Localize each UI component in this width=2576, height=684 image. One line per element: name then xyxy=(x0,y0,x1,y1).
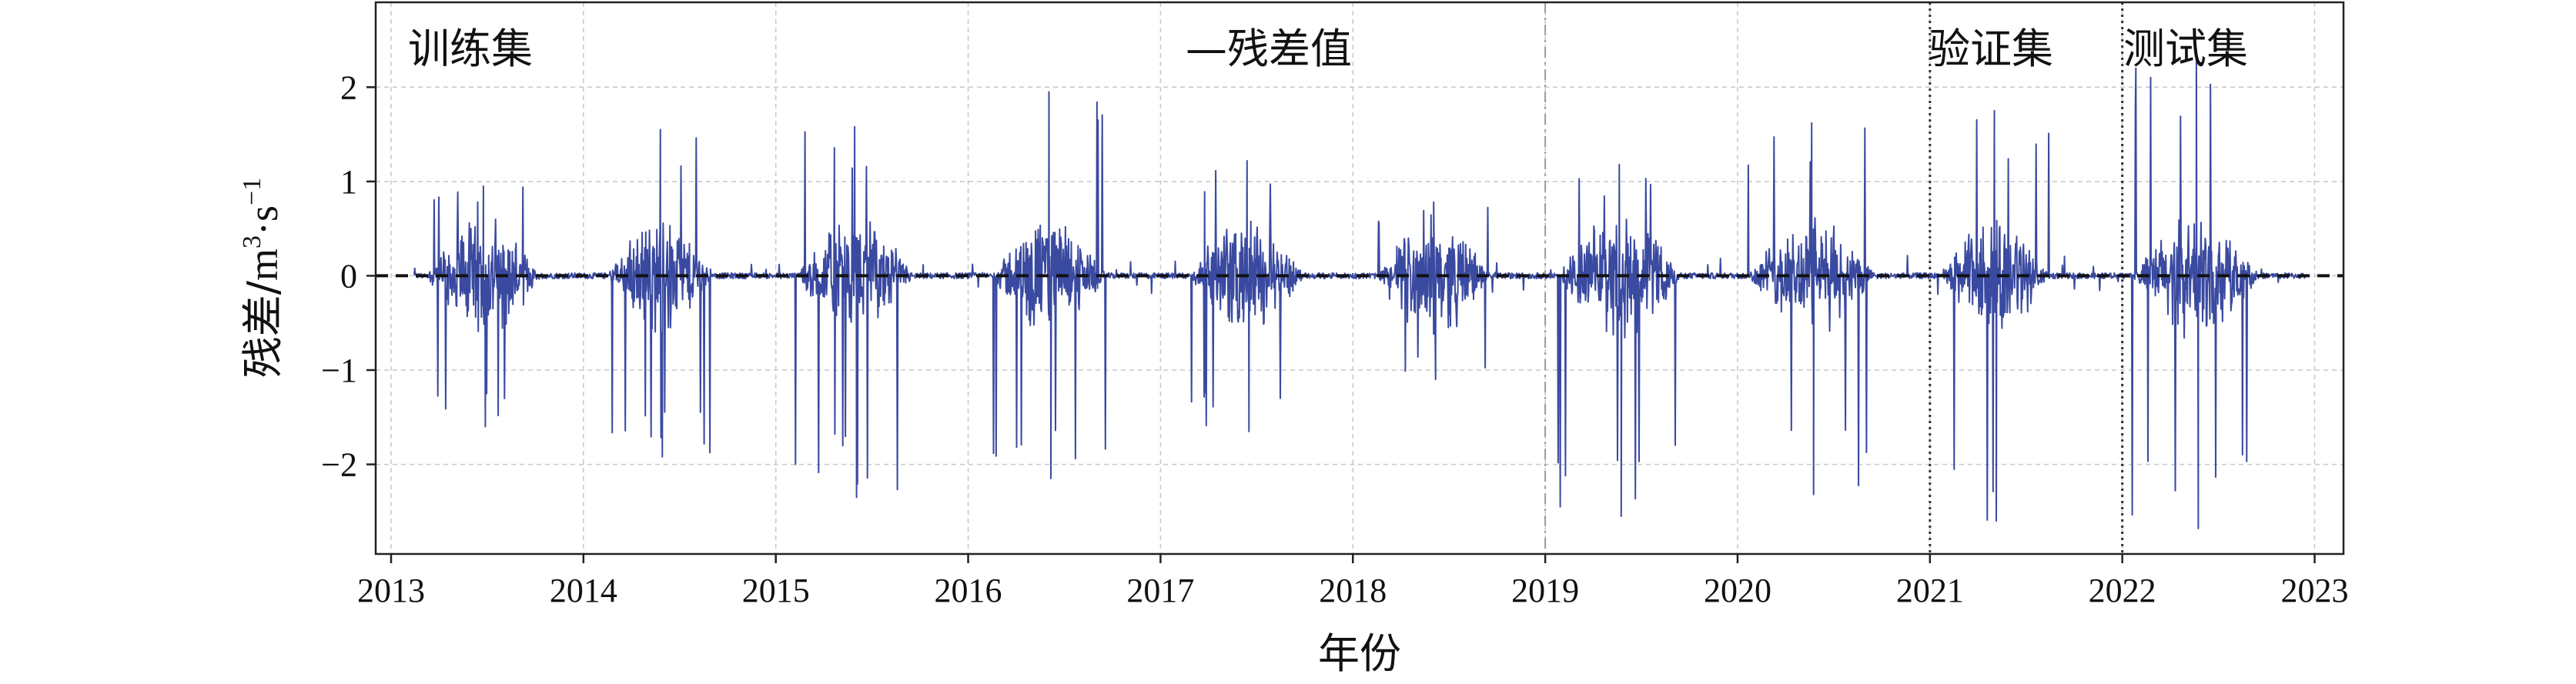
x-tick-label: 2017 xyxy=(1126,572,1194,609)
x-tick-label: 2020 xyxy=(1704,572,1771,609)
x-tick-label: 2022 xyxy=(2089,572,2156,609)
x-tick-label: 2021 xyxy=(1896,572,1964,609)
y-tick-label: −1 xyxy=(321,352,357,389)
x-tick-label: 2018 xyxy=(1319,572,1387,609)
y-axis-title: 残差/m3·s−1 xyxy=(238,178,287,378)
x-tick-label: 2014 xyxy=(550,572,617,609)
x-tick-label: 2015 xyxy=(742,572,810,609)
y-axis-title-mid: ·s xyxy=(240,205,286,235)
y-tick-label: 1 xyxy=(340,163,357,201)
x-tick-label: 2016 xyxy=(935,572,1002,609)
x-tick-label: 2013 xyxy=(357,572,425,609)
x-tick-label: 2023 xyxy=(2281,572,2349,609)
y-axis-title-cn: 残差/ xyxy=(239,280,287,378)
legend-label: —残差值 xyxy=(1186,25,1352,73)
grid-lines xyxy=(376,2,2343,554)
y-tick-label: −2 xyxy=(321,446,357,484)
y-axis-title-sup1: 3 xyxy=(238,235,266,249)
y-axis-ticks: −2 −1 0 1 2 xyxy=(321,68,376,484)
y-tick-label: 0 xyxy=(340,257,357,295)
y-axis-title-sup2: −1 xyxy=(238,178,266,205)
plot-frame xyxy=(374,1,2345,556)
x-tick-label: 2019 xyxy=(1511,572,1579,609)
x-axis-title: 年份 xyxy=(1318,629,1401,678)
y-tick-label: 2 xyxy=(340,68,357,106)
train-set-label: 训练集 xyxy=(408,25,533,73)
y-axis-title-unit: m xyxy=(240,249,286,281)
validation-set-label: 验证集 xyxy=(1929,25,2053,73)
x-axis-ticks: 2013 2014 2015 2016 2017 2018 2019 2020 2021 2022… xyxy=(357,554,2349,609)
test-set-label: 测试集 xyxy=(2123,25,2248,73)
